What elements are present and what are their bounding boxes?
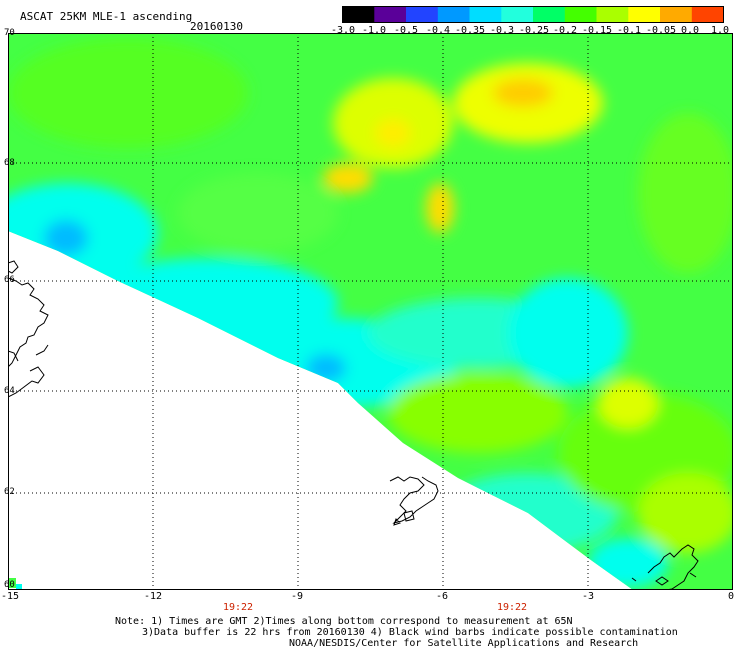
colorbar-label-8: -0.15 [581, 25, 613, 36]
swath-data [8, 33, 733, 590]
coastline-faroe [389, 476, 439, 526]
cell-cyan-e [508, 278, 628, 388]
note-line-2: 3)Data buffer is 22 hrs from 20160130 4)… [142, 627, 678, 638]
cell-yellow-e [598, 378, 658, 428]
colorbar-segment [691, 6, 724, 23]
cell-orange-b [375, 119, 411, 147]
cell-yellow-c [323, 163, 373, 193]
colorbar-label-7: -0.2 [552, 25, 578, 36]
note-line-1: Note: 1) Times are GMT 2)Times along bot… [115, 616, 573, 627]
colorbar-label-6: -0.25 [518, 25, 550, 36]
lon-label-m12: -12 [143, 591, 163, 602]
colorbar-label-0: -3.0 [330, 25, 356, 36]
coastline-shetland [631, 544, 699, 590]
colorbar-segment [501, 6, 534, 23]
lon-label-0: 0 [727, 591, 735, 602]
colorbar-label-3: -0.4 [425, 25, 451, 36]
lon-label-m15: -15 [0, 591, 20, 602]
cell-green-a [8, 38, 248, 148]
lat-label-66: 66 [4, 275, 15, 285]
colorbar-segment [342, 6, 375, 23]
colorbar-label-12: 1.0 [710, 25, 730, 36]
lon-label-m3: -3 [581, 591, 595, 602]
corner-data-cell [8, 578, 16, 588]
colorbar-segment [564, 6, 598, 23]
graticule [8, 33, 733, 590]
colorbar [342, 6, 724, 23]
cell-yellow-d [426, 183, 454, 233]
colorbar-segment [533, 6, 566, 23]
lon-label-m6: -6 [435, 591, 449, 602]
colorbar-label-1: -1.0 [361, 25, 387, 36]
colorbar-segment [374, 6, 407, 23]
colorbar-segment [628, 6, 661, 23]
cell-blue-a [44, 220, 88, 256]
map-frame [8, 33, 733, 590]
colorbar-label-4: -0.35 [454, 25, 486, 36]
lat-label-70: 70 [4, 28, 15, 38]
cell-orange-a [493, 79, 553, 107]
map-plot [8, 33, 733, 590]
cell-green-f [638, 113, 733, 273]
colorbar-label-9: -0.1 [616, 25, 642, 36]
lon-label-m9: -9 [290, 591, 304, 602]
coastlines [8, 260, 699, 590]
colorbar-label-5: -0.3 [489, 25, 515, 36]
cell-green-b [388, 373, 568, 453]
cell-blue-b [306, 354, 346, 382]
colorbar-label-10: -0.05 [645, 25, 677, 36]
colorbar-segment [406, 6, 439, 23]
corner-data-cell-cyan [16, 584, 22, 589]
colorbar-segment [596, 6, 629, 23]
lat-label-64: 64 [4, 386, 15, 396]
colorbar-segment [660, 6, 693, 23]
colorbar-segment [469, 6, 502, 23]
colorbar-segment [437, 6, 471, 23]
product-title: ASCAT 25KM MLE-1 ascending [20, 10, 193, 23]
pass-time-1: 19:22 [222, 602, 254, 613]
colorbar-label-11: 0.0 [680, 25, 700, 36]
note-line-3: NOAA/NESDIS/Center for Satellite Applica… [289, 638, 639, 649]
lat-label-68: 68 [4, 158, 15, 168]
lat-label-62: 62 [4, 487, 15, 497]
product-date: 20160130 [190, 20, 243, 33]
coastline-iceland [8, 260, 49, 398]
lat-label-60: 60 [4, 580, 15, 590]
colorbar-label-2: -0.5 [393, 25, 419, 36]
pass-time-2: 19:22 [496, 602, 528, 613]
cell-green-e [178, 173, 338, 253]
